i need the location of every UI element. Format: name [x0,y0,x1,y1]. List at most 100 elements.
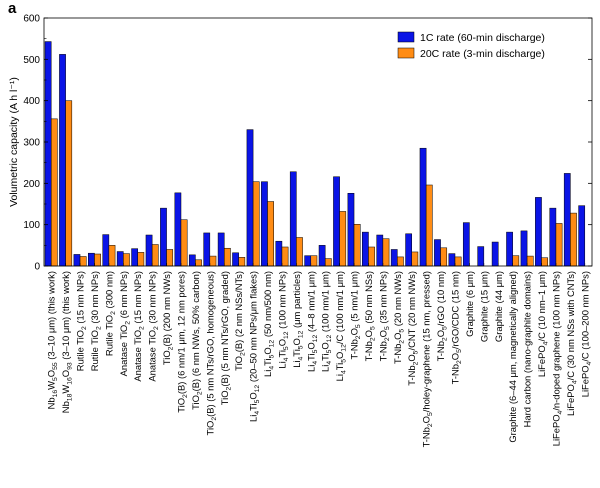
bar-1c-10 [188,254,196,267]
bar-20c-8 [166,249,174,267]
x-tick-label-8: TiO2(B) (200 nm NWs) [161,271,175,365]
bar-20c-35 [555,223,563,267]
y-tick-label: 0 [34,262,40,273]
x-tick-label-9: TiO2(B) (6 nm/1 μm, 12 nm pores) [176,271,190,413]
x-tick-label-12: TiO2(B) (5 nm NTs/rGO, graded) [219,271,233,405]
bar-20c-15 [267,201,274,267]
x-tick-label-0: Nb16W5O55 (3–10 μm) (this work) [46,271,60,409]
bar-20c-6 [137,252,145,267]
x-tick-label-15: Li4Ti5O12 (50 nm/500 nm) [262,271,276,377]
x-tick-label-21: T-Nb2O5 (5 nm/1 μm) [349,271,363,360]
y-axis-label: Volumetric capacity (A h l⁻¹) [8,77,20,207]
bar-1c-4 [102,234,110,267]
x-tick-label-27: T-Nb2O5/rGO (10 nm) [435,271,449,361]
bar-1c-27 [434,239,441,267]
bar-20c-20 [339,211,347,267]
bar-1c-14 [246,129,254,267]
bar-20c-0 [50,118,58,267]
bar-1c-17 [289,171,297,267]
bar-1c-2 [73,254,81,267]
bar-20c-1 [65,100,73,267]
bar-1c-12 [217,232,225,267]
bar-1c-24 [390,249,398,267]
bar-1c-23 [376,234,384,267]
bar-20c-12 [224,247,231,267]
bar-20c-13 [238,257,246,267]
bar-20c-21 [353,224,361,267]
bar-1c-36 [563,173,571,267]
x-tick-label-33: Hard carbon (nano-graphite domains) [522,271,533,427]
x-tick-label-19: Li4Ti5O12 (100 nm/1 μm) [320,271,334,372]
bar-1c-3 [88,252,95,267]
legend: 1C rate (60-min discharge) 20C rate (3-mi… [397,31,545,60]
x-tick-label-25: T-Nb2O5/CNT (20 nm NWs) [406,271,420,386]
x-tick-label-30: Graphite (15 μm) [478,271,489,342]
x-tick-label-35: LiFePO4/n-doped graphene (100 nm NPs) [550,271,564,446]
x-tick-label-23: T-Nb2O5 (35 nm NPs) [377,271,391,361]
y-tick-label: 400 [23,96,40,107]
bar-1c-26 [419,147,427,267]
x-tick-label-2: Rutile TiO2 (15 nm NPs) [75,271,89,371]
bar-20c-26 [425,184,433,267]
legend-swatch-20c [397,47,415,59]
x-tick-label-37: LiFePO4/C (100–200 nm NPs) [579,271,593,397]
bar-1c-25 [405,233,412,267]
axes-layer: 0 100 200 300 400 500 600 Volumetric capacity (… [8,14,593,273]
bar-20c-16 [281,246,289,267]
bar-1c-29 [462,222,470,267]
bar-20c-34 [541,257,548,267]
bar-20c-28 [454,256,462,267]
x-tick-label-36: LiFePO4/C (30 nm NSs with CNTs) [565,271,579,416]
bar-1c-19 [318,245,326,267]
x-tick-label-28: T-Nb2O5/rGO/CDC (15 nm) [450,271,464,384]
x-tick-labels-layer: Nb16W5O55 (3–10 μm) (this work)Nb18W16O9… [46,271,593,447]
bar-20c-5 [123,253,130,267]
x-tick-label-5: Anatase TiO2 (6 nm NPs) [118,271,132,376]
bar-20c-10 [195,259,202,267]
bar-1c-18 [304,255,312,267]
bar-20c-22 [368,246,375,267]
x-tick-label-10: TiO2(B) (6 nm NWs, 50% carbon) [190,271,204,410]
x-tick-label-13: TiO2(B) (2 nm NSs/NTs) [233,271,247,371]
y-tick-label: 200 [23,179,40,190]
bar-20c-36 [570,212,577,267]
bar-20c-17 [296,237,303,267]
bar-20c-3 [94,253,101,267]
x-tick-label-20: Li4Ti5O12/C (100 nm/1 μm) [334,271,348,381]
x-tick-label-18: Li4Ti5O12 (4–8 nm/1 μm) [305,271,319,372]
x-tick-label-6: Anatase TiO2 (15 nm NPs) [132,271,146,382]
bar-1c-15 [261,181,268,267]
x-tick-label-4: Rutile TiO2 (300 nm) [103,271,117,356]
bar-20c-2 [79,256,87,267]
bar-1c-32 [506,231,513,267]
bar-1c-11 [203,232,211,267]
bar-1c-35 [549,207,557,267]
bar-1c-1 [59,54,66,267]
bar-1c-9 [174,192,182,267]
bar-1c-7 [145,234,153,267]
bar-1c-0 [44,41,52,267]
bar-1c-30 [477,246,485,267]
legend-swatch-1c [397,31,415,43]
x-tick-label-29: Graphite (6 μm) [464,271,475,337]
bar-1c-8 [160,207,167,267]
bar-20c-9 [180,219,188,267]
bar-20c-32 [512,255,520,267]
bar-1c-37 [578,205,586,267]
bar-20c-24 [397,256,404,267]
bar-20c-18 [310,255,318,267]
x-tick-label-16: Li4Ti5O12 (100 nm NPs) [276,271,290,369]
panel-label: a [8,0,17,17]
x-tick-label-11: TiO2(B) (5 nm NTs/rGO, homogeneous) [204,271,218,435]
x-tick-label-34: LiFePO4/C (10 nm–1 μm) [536,271,550,377]
bar-1c-22 [362,231,369,267]
bar-1c-20 [333,176,340,267]
x-tick-label-32: Graphite (6–44 μm, magnetically aligned) [507,271,518,443]
x-tick-label-7: Anatase TiO2 (30 nm NPs) [147,271,161,382]
y-tick-label: 300 [23,138,40,149]
x-tick-label-3: Rutile TiO2 (30 nm NPs) [89,271,103,371]
bar-1c-13 [232,252,239,267]
bar-1c-6 [131,248,138,267]
bar-1c-33 [520,230,528,267]
bar-1c-28 [448,253,456,267]
